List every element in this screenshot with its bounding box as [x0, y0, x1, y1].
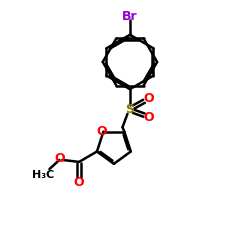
Text: O: O: [143, 92, 154, 105]
Text: O: O: [97, 124, 108, 138]
Text: Br: Br: [122, 10, 138, 24]
Text: O: O: [54, 152, 65, 166]
Text: O: O: [143, 111, 154, 124]
Text: O: O: [74, 176, 85, 189]
Text: S: S: [126, 103, 134, 116]
Text: H₃C: H₃C: [32, 170, 54, 180]
